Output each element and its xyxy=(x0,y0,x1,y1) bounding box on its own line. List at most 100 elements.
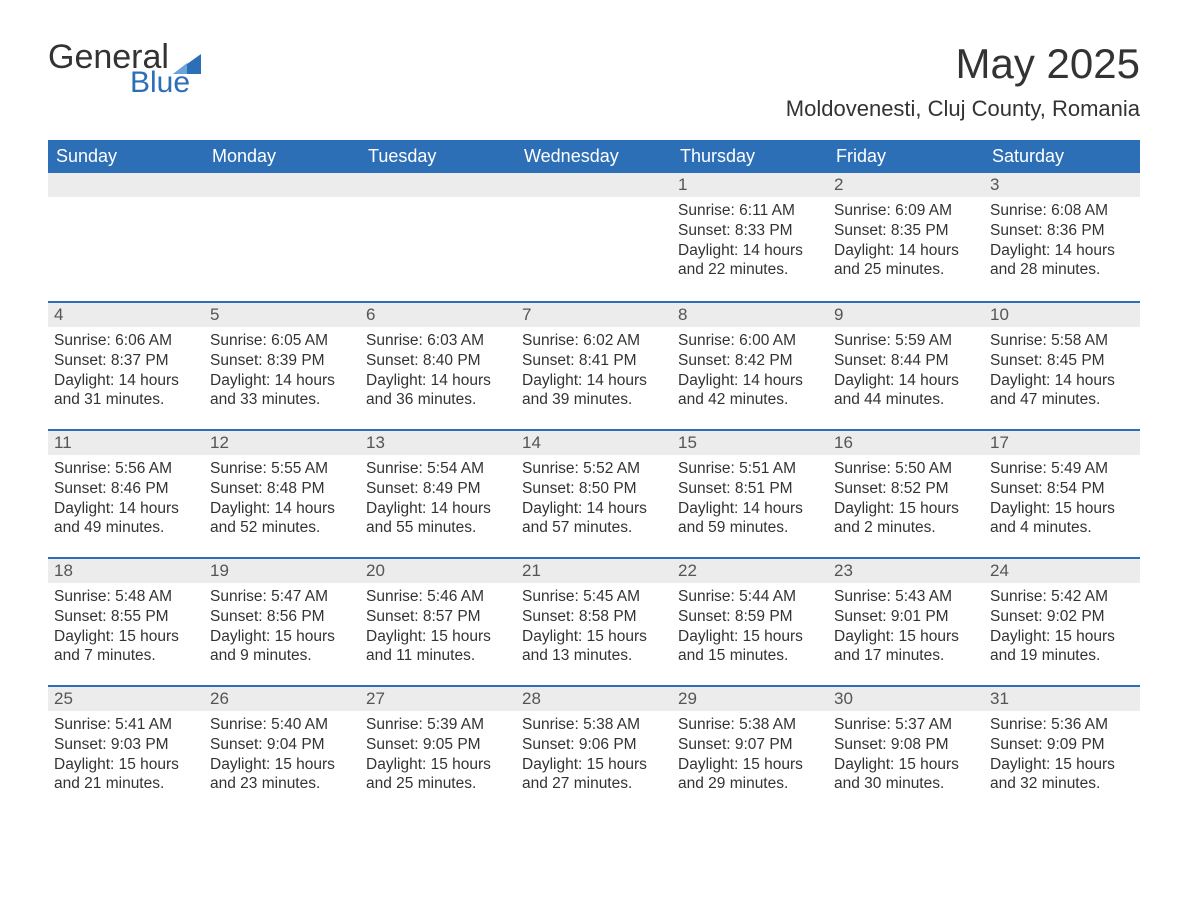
daylight-line: Daylight: 15 hours and 27 minutes. xyxy=(522,755,666,795)
sunset-line: Sunset: 8:41 PM xyxy=(522,351,666,371)
sunrise-line: Sunrise: 5:44 AM xyxy=(678,587,822,607)
sunset-line: Sunset: 8:45 PM xyxy=(990,351,1134,371)
sunset-line: Sunset: 8:57 PM xyxy=(366,607,510,627)
daylight-line: Daylight: 14 hours and 25 minutes. xyxy=(834,241,978,281)
daylight-line: Daylight: 15 hours and 15 minutes. xyxy=(678,627,822,667)
sunrise-line: Sunrise: 5:43 AM xyxy=(834,587,978,607)
day-details: Sunrise: 6:02 AMSunset: 8:41 PMDaylight:… xyxy=(516,327,672,416)
day-details: Sunrise: 6:09 AMSunset: 8:35 PMDaylight:… xyxy=(828,197,984,286)
sunrise-line: Sunrise: 5:48 AM xyxy=(54,587,198,607)
day-number: 23 xyxy=(828,557,984,583)
day-number: 31 xyxy=(984,685,1140,711)
sunset-line: Sunset: 9:07 PM xyxy=(678,735,822,755)
day-number xyxy=(360,173,516,197)
day-details: Sunrise: 6:05 AMSunset: 8:39 PMDaylight:… xyxy=(204,327,360,416)
sunset-line: Sunset: 8:58 PM xyxy=(522,607,666,627)
sunrise-line: Sunrise: 5:58 AM xyxy=(990,331,1134,351)
col-friday: Friday xyxy=(828,140,984,173)
daylight-line: Daylight: 14 hours and 42 minutes. xyxy=(678,371,822,411)
calendar-cell: 23Sunrise: 5:43 AMSunset: 9:01 PMDayligh… xyxy=(828,557,984,685)
sunset-line: Sunset: 8:33 PM xyxy=(678,221,822,241)
day-number: 13 xyxy=(360,429,516,455)
sunrise-line: Sunrise: 6:02 AM xyxy=(522,331,666,351)
sunrise-line: Sunrise: 5:41 AM xyxy=(54,715,198,735)
day-number: 8 xyxy=(672,301,828,327)
day-details: Sunrise: 5:44 AMSunset: 8:59 PMDaylight:… xyxy=(672,583,828,672)
day-number: 17 xyxy=(984,429,1140,455)
col-thursday: Thursday xyxy=(672,140,828,173)
day-details: Sunrise: 5:50 AMSunset: 8:52 PMDaylight:… xyxy=(828,455,984,544)
day-number: 25 xyxy=(48,685,204,711)
calendar-cell: 17Sunrise: 5:49 AMSunset: 8:54 PMDayligh… xyxy=(984,429,1140,557)
day-number: 6 xyxy=(360,301,516,327)
calendar-cell xyxy=(204,173,360,301)
daylight-line: Daylight: 14 hours and 36 minutes. xyxy=(366,371,510,411)
day-details: Sunrise: 5:38 AMSunset: 9:07 PMDaylight:… xyxy=(672,711,828,800)
sunrise-line: Sunrise: 5:49 AM xyxy=(990,459,1134,479)
day-details: Sunrise: 6:11 AMSunset: 8:33 PMDaylight:… xyxy=(672,197,828,286)
calendar-cell: 1Sunrise: 6:11 AMSunset: 8:33 PMDaylight… xyxy=(672,173,828,301)
daylight-line: Daylight: 15 hours and 17 minutes. xyxy=(834,627,978,667)
sunrise-line: Sunrise: 5:37 AM xyxy=(834,715,978,735)
sunrise-line: Sunrise: 5:46 AM xyxy=(366,587,510,607)
day-number: 1 xyxy=(672,173,828,197)
calendar-cell: 10Sunrise: 5:58 AMSunset: 8:45 PMDayligh… xyxy=(984,301,1140,429)
day-details: Sunrise: 5:49 AMSunset: 8:54 PMDaylight:… xyxy=(984,455,1140,544)
day-number: 24 xyxy=(984,557,1140,583)
daylight-line: Daylight: 14 hours and 44 minutes. xyxy=(834,371,978,411)
sunrise-line: Sunrise: 6:11 AM xyxy=(678,201,822,221)
day-details: Sunrise: 5:45 AMSunset: 8:58 PMDaylight:… xyxy=(516,583,672,672)
day-details: Sunrise: 5:58 AMSunset: 8:45 PMDaylight:… xyxy=(984,327,1140,416)
calendar-week: 11Sunrise: 5:56 AMSunset: 8:46 PMDayligh… xyxy=(48,429,1140,557)
day-number: 27 xyxy=(360,685,516,711)
sunrise-line: Sunrise: 6:08 AM xyxy=(990,201,1134,221)
daylight-line: Daylight: 15 hours and 9 minutes. xyxy=(210,627,354,667)
sunrise-line: Sunrise: 5:55 AM xyxy=(210,459,354,479)
day-number: 26 xyxy=(204,685,360,711)
daylight-line: Daylight: 15 hours and 21 minutes. xyxy=(54,755,198,795)
day-number: 19 xyxy=(204,557,360,583)
sunrise-line: Sunrise: 6:05 AM xyxy=(210,331,354,351)
calendar-cell: 13Sunrise: 5:54 AMSunset: 8:49 PMDayligh… xyxy=(360,429,516,557)
day-details: Sunrise: 5:55 AMSunset: 8:48 PMDaylight:… xyxy=(204,455,360,544)
sunset-line: Sunset: 9:09 PM xyxy=(990,735,1134,755)
logo-text-blue: Blue xyxy=(130,68,201,98)
day-details: Sunrise: 5:47 AMSunset: 8:56 PMDaylight:… xyxy=(204,583,360,672)
day-number: 15 xyxy=(672,429,828,455)
day-details: Sunrise: 6:00 AMSunset: 8:42 PMDaylight:… xyxy=(672,327,828,416)
calendar-cell: 5Sunrise: 6:05 AMSunset: 8:39 PMDaylight… xyxy=(204,301,360,429)
day-number: 2 xyxy=(828,173,984,197)
calendar-cell: 7Sunrise: 6:02 AMSunset: 8:41 PMDaylight… xyxy=(516,301,672,429)
day-details: Sunrise: 5:37 AMSunset: 9:08 PMDaylight:… xyxy=(828,711,984,800)
day-number: 4 xyxy=(48,301,204,327)
calendar-cell: 18Sunrise: 5:48 AMSunset: 8:55 PMDayligh… xyxy=(48,557,204,685)
sunset-line: Sunset: 8:42 PM xyxy=(678,351,822,371)
sunset-line: Sunset: 8:35 PM xyxy=(834,221,978,241)
calendar-cell: 30Sunrise: 5:37 AMSunset: 9:08 PMDayligh… xyxy=(828,685,984,813)
sunset-line: Sunset: 8:48 PM xyxy=(210,479,354,499)
calendar-cell: 4Sunrise: 6:06 AMSunset: 8:37 PMDaylight… xyxy=(48,301,204,429)
day-details: Sunrise: 5:54 AMSunset: 8:49 PMDaylight:… xyxy=(360,455,516,544)
calendar-cell: 26Sunrise: 5:40 AMSunset: 9:04 PMDayligh… xyxy=(204,685,360,813)
day-details: Sunrise: 5:59 AMSunset: 8:44 PMDaylight:… xyxy=(828,327,984,416)
sunset-line: Sunset: 8:52 PM xyxy=(834,479,978,499)
day-number: 29 xyxy=(672,685,828,711)
daylight-line: Daylight: 14 hours and 47 minutes. xyxy=(990,371,1134,411)
sunset-line: Sunset: 8:56 PM xyxy=(210,607,354,627)
sunset-line: Sunset: 9:08 PM xyxy=(834,735,978,755)
calendar-cell: 21Sunrise: 5:45 AMSunset: 8:58 PMDayligh… xyxy=(516,557,672,685)
col-sunday: Sunday xyxy=(48,140,204,173)
sunrise-line: Sunrise: 6:06 AM xyxy=(54,331,198,351)
day-details: Sunrise: 5:36 AMSunset: 9:09 PMDaylight:… xyxy=(984,711,1140,800)
sunrise-line: Sunrise: 5:39 AM xyxy=(366,715,510,735)
sunrise-line: Sunrise: 5:40 AM xyxy=(210,715,354,735)
day-number: 22 xyxy=(672,557,828,583)
day-number: 20 xyxy=(360,557,516,583)
daylight-line: Daylight: 14 hours and 28 minutes. xyxy=(990,241,1134,281)
logo: General Blue xyxy=(48,40,201,98)
sunset-line: Sunset: 8:39 PM xyxy=(210,351,354,371)
sunrise-line: Sunrise: 5:38 AM xyxy=(522,715,666,735)
sunset-line: Sunset: 8:51 PM xyxy=(678,479,822,499)
sunset-line: Sunset: 8:49 PM xyxy=(366,479,510,499)
day-number: 11 xyxy=(48,429,204,455)
